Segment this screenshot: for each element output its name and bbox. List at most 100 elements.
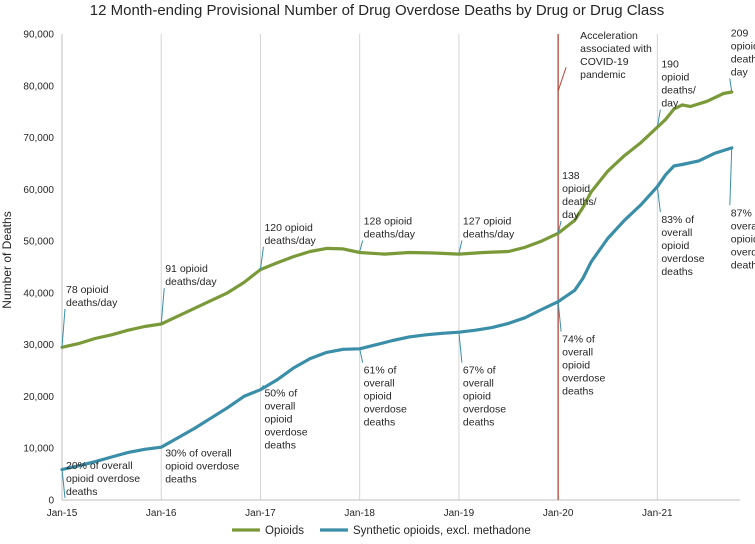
annotation-text: 209opioiddeaths/day (731, 28, 755, 79)
gridlines (160, 34, 658, 500)
annotation-line: 128 opioid (364, 216, 413, 228)
annotation-line: opioid (731, 41, 755, 53)
y-tick-label: 60,000 (23, 185, 54, 196)
annotation-line: overdose (731, 246, 755, 258)
annotation-line: associated with (580, 43, 652, 55)
annotation-line: deaths/ (661, 85, 696, 97)
annotation-line: overall (264, 400, 295, 412)
x-tick-label: Jan-19 (444, 508, 475, 519)
y-tick-label: 10,000 (23, 444, 54, 455)
y-tick-label: 20,000 (23, 392, 54, 403)
annotation-leader-line (259, 246, 264, 270)
annotation-line: overdose (264, 426, 307, 438)
annotation-line: day (661, 98, 679, 110)
annotation-line: opioid (661, 240, 689, 252)
y-tick-label: 50,000 (23, 237, 54, 248)
annotation-line: deaths (66, 486, 98, 498)
annotation-line: overall (364, 378, 395, 390)
annotation-line: opioid (364, 391, 392, 403)
annotation-line: 30% of overall (165, 448, 232, 460)
annotation-line: deaths (731, 259, 755, 271)
annotation-leader-line (729, 78, 733, 93)
synthetic-opioids-line (60, 146, 734, 472)
x-tick-label: Jan-17 (245, 508, 276, 519)
annotation-line: deaths/day (264, 235, 316, 247)
annotation-text: Acceleration associated with COVID-19 pande… (580, 30, 652, 81)
annotation-line: overdose (463, 404, 506, 416)
annotation-line: deaths/day (165, 276, 217, 288)
annotation-line: deaths (463, 417, 495, 429)
annotation-text: 138 opioid deaths/day (562, 170, 597, 221)
annotation-line: deaths (165, 474, 197, 486)
annotation-line: overall (562, 347, 593, 359)
annotation-leader-line (458, 240, 463, 254)
annotation-line: deaths/day (66, 297, 118, 309)
annotation-line: opioid (661, 72, 689, 84)
annotation-line: 83% of (661, 214, 694, 226)
annotation-line: deaths (661, 266, 693, 278)
x-tick-label: Jan-15 (47, 508, 78, 519)
annotation-leader-line (557, 220, 562, 234)
annotation-text: 83% of overall opioid overdose deaths (661, 214, 704, 278)
annotation-leader-line (557, 301, 562, 332)
annotation-line: 78 opioid (66, 284, 109, 296)
annotation-line: overall (463, 378, 494, 390)
annotation-line: overdose (364, 404, 407, 416)
annotation-line: 61% of (364, 365, 397, 377)
opioids-line (60, 90, 734, 349)
annotation-line: 120 opioid (264, 222, 313, 234)
annotation-leader-line (260, 385, 264, 391)
annotation-line: deaths (264, 439, 296, 451)
annotation-text: 78 opioid deaths/day (66, 284, 118, 309)
annotation-leader-line (656, 186, 661, 213)
annotation-line: 87% of (731, 207, 755, 219)
annotation-line: 127 opioid (463, 216, 512, 228)
annotation-line: 50% of (264, 387, 297, 399)
x-tick-label: Jan-21 (642, 508, 673, 519)
annotation-line: deaths/day (463, 229, 515, 241)
annotation-text: 120 opioid deaths/day (264, 222, 316, 247)
legend-label: Synthetic opioids, excl. methadone (353, 525, 531, 537)
annotation-line: deaths (562, 386, 594, 398)
annotation-line: overdose (661, 253, 704, 265)
annotation-line: opioid (463, 391, 491, 403)
annotation-line: deaths/ (562, 196, 597, 208)
x-tick-label: Jan-16 (146, 508, 177, 519)
y-axis-title: Number of Deaths (0, 211, 14, 308)
annotation-line: deaths/day (364, 229, 416, 241)
annotation-line: day (562, 209, 580, 221)
annotation-line: 209 (731, 28, 749, 40)
annotation-line: COVID-19 (580, 56, 629, 68)
y-tick-label: 90,000 (23, 30, 54, 41)
annotation-line: 74% of (562, 334, 595, 346)
annotation-text: 190 opioid deaths/day (661, 59, 696, 110)
annotation-leader-line (160, 288, 165, 324)
annotation-text: 20% of overall opioid overdose deaths (66, 460, 140, 498)
series-lines (60, 90, 734, 472)
y-tick-label: 0 (48, 496, 54, 507)
annotation-line: opioid (562, 183, 590, 195)
y-tick-label: 30,000 (23, 340, 54, 351)
annotation-leader-line (160, 445, 165, 448)
annotation-leader-line (359, 240, 364, 252)
annotation-line: deaths/ (731, 54, 755, 66)
annotation-text: 61% of overall opioid overdose deaths (364, 365, 407, 429)
annotation-leader-line (61, 469, 66, 498)
annotation-line: opioid (562, 360, 590, 372)
annotation-line: overdose (562, 373, 605, 385)
annotation-line: 91 opioid (165, 263, 208, 275)
annotation-leader-line (557, 67, 567, 92)
annotation-line: pandemic (580, 69, 626, 81)
annotation-line: 190 (661, 59, 679, 71)
x-tick-label: Jan-20 (543, 508, 574, 519)
annotation-text: 91 opioid deaths/day (165, 263, 217, 288)
annotation-line: 138 (562, 170, 580, 182)
legend-label: Opioids (265, 525, 304, 537)
annotation-line: opioid overdose (66, 473, 140, 485)
y-tick-label: 80,000 (23, 81, 54, 92)
annotation-text: 127 opioid deaths/day (463, 216, 515, 241)
annotation-leader-line (359, 348, 364, 363)
